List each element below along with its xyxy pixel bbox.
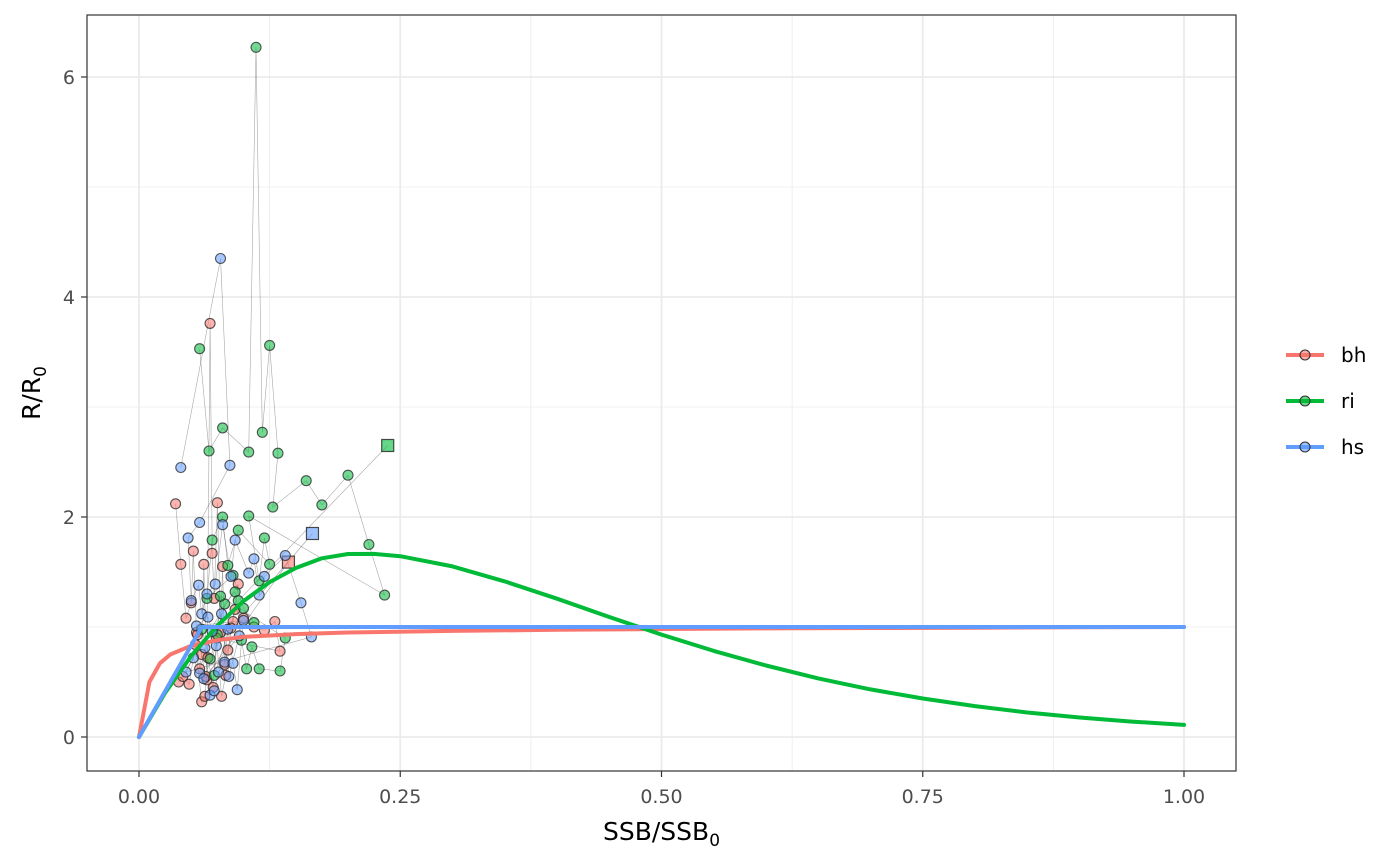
legend-label-ri: ri — [1341, 389, 1355, 413]
legend-point-hs — [1299, 441, 1311, 453]
legend-label-hs: hs — [1341, 435, 1364, 459]
point-ri — [206, 534, 218, 546]
y-axis-title: R/R0 — [17, 366, 51, 420]
x-tick-label: 0.25 — [379, 786, 421, 808]
point-hs — [224, 459, 236, 471]
point-hs — [182, 532, 194, 544]
curves-layer — [137, 551, 1186, 739]
point-ri — [217, 422, 229, 434]
legend-item-bh: bh — [1286, 343, 1366, 367]
point-ri — [274, 665, 286, 677]
point-hs — [212, 666, 224, 678]
point-hs — [229, 534, 241, 546]
point-ri — [379, 589, 391, 601]
grid-layer — [87, 15, 1236, 771]
curve-hs — [137, 625, 1186, 739]
axis-layer: 0.00 0.25 0.50 0.75 1.00 0 2 4 6 — [63, 67, 1205, 808]
legend: bh ri hs — [1286, 343, 1366, 459]
point-ri — [258, 532, 270, 544]
point-bh — [198, 558, 210, 570]
point-ri — [243, 446, 255, 458]
point-hs — [237, 614, 250, 626]
point-ri — [253, 663, 265, 675]
point-hs — [248, 553, 260, 565]
point-hs — [202, 611, 214, 623]
point-hs — [214, 252, 227, 265]
point-hs — [201, 588, 213, 600]
point-bh — [216, 690, 228, 702]
point-hs — [279, 549, 291, 562]
point-ri — [194, 343, 206, 355]
point-hs — [227, 657, 239, 669]
x-tick-label: 0.75 — [902, 786, 944, 808]
point-ri — [256, 426, 268, 438]
point-ri — [272, 447, 284, 459]
point-hs — [175, 461, 187, 474]
point-bh — [206, 547, 218, 559]
point-bh — [204, 317, 216, 329]
point-hs — [223, 670, 235, 683]
curve-ri — [137, 551, 1186, 739]
x-axis-title-main: SSB/SSB — [603, 817, 709, 846]
point-hs — [243, 567, 255, 579]
last-point-hs — [305, 526, 320, 541]
point-ri — [267, 501, 279, 513]
point-bh — [175, 558, 187, 570]
x-tick-label: 0.00 — [118, 786, 160, 808]
x-axis-title: SSB/SSB0 — [603, 817, 720, 851]
y-axis-title-sub: 0 — [31, 366, 51, 377]
point-hs — [231, 684, 243, 696]
y-tick-label: 2 — [63, 507, 75, 529]
point-ri — [342, 469, 354, 481]
y-tick-label: 6 — [63, 67, 75, 89]
point-ri — [232, 524, 244, 536]
point-ri — [243, 510, 255, 522]
y-tick-label: 4 — [63, 287, 75, 309]
point-ri — [300, 475, 312, 487]
point-bh — [274, 645, 286, 657]
point-bh — [211, 497, 223, 509]
point-ri — [241, 663, 253, 675]
point-hs — [185, 595, 197, 607]
last-point-ri — [381, 438, 395, 453]
x-axis-title-sub: 0 — [709, 831, 720, 851]
x-tick-label: 0.50 — [640, 786, 682, 808]
point-ri — [222, 559, 234, 571]
point-hs — [198, 673, 210, 685]
point-ri — [264, 558, 276, 570]
point-ri — [316, 499, 328, 511]
point-hs — [258, 570, 270, 582]
point-ri — [264, 339, 276, 351]
point-bh — [222, 644, 234, 656]
x-tick-label: 1.00 — [1163, 786, 1205, 808]
point-ri — [214, 590, 227, 602]
point-ri — [246, 641, 258, 653]
legend-point-ri — [1299, 395, 1311, 407]
point-hs — [295, 597, 307, 609]
legend-label-bh: bh — [1341, 343, 1366, 367]
legend-item-ri: ri — [1286, 389, 1355, 413]
legend-point-bh — [1299, 349, 1311, 361]
point-ri — [203, 445, 215, 457]
point-bh — [170, 498, 182, 510]
legend-item-hs: hs — [1286, 435, 1364, 459]
y-tick-label: 0 — [63, 727, 75, 749]
point-ri — [363, 538, 375, 551]
point-ri — [250, 41, 262, 53]
y-axis-title-main: R/R — [17, 377, 46, 420]
point-ri — [204, 653, 216, 665]
point-bh — [183, 678, 195, 690]
point-hs — [193, 579, 205, 591]
point-bh — [187, 545, 199, 557]
point-hs — [217, 519, 229, 531]
point-hs — [225, 570, 237, 582]
point-hs — [209, 578, 221, 590]
point-hs — [208, 685, 220, 697]
point-hs — [194, 516, 206, 529]
point-hs — [216, 608, 228, 620]
point-bh — [180, 612, 192, 624]
